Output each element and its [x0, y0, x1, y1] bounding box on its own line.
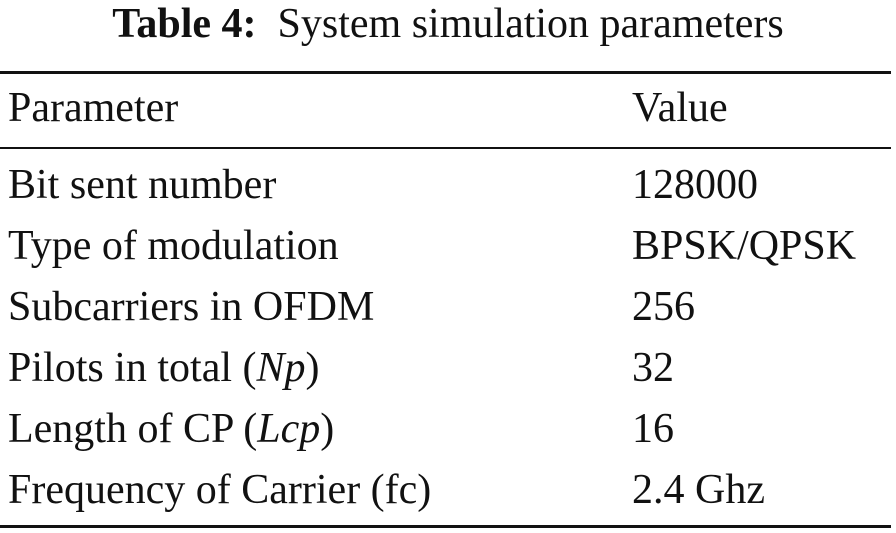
row-value: 16 [632, 406, 674, 452]
row-value: 2.4 Ghz [632, 467, 765, 513]
row-parameter: Pilots in total (Np) [8, 344, 320, 392]
row-parameter-symbol: Np [256, 345, 306, 391]
row-parameter: Subcarriers in OFDM [8, 284, 375, 330]
row-parameter: Type of modulation [8, 223, 339, 269]
row-parameter-suffix: ) [320, 406, 335, 452]
header-value: Value [632, 85, 728, 131]
row-parameter: Frequency of Carrier (fc) [8, 467, 432, 513]
table-caption: Table 4: System simulation parameters [0, 0, 896, 48]
header-parameter: Parameter [8, 85, 179, 131]
top-rule [0, 71, 891, 74]
row-value: 256 [632, 284, 695, 330]
row-parameter-suffix: ) [305, 345, 320, 391]
row-parameter-prefix: Length of CP ( [8, 406, 258, 452]
row-parameter: Bit sent number [8, 162, 277, 208]
row-value: 32 [632, 345, 674, 391]
row-parameter-symbol: Lcp [257, 406, 321, 452]
caption-title: System simulation parameters [277, 1, 784, 47]
caption-label: Table 4: [112, 1, 257, 47]
bottom-rule [0, 525, 891, 528]
header-rule [0, 147, 891, 149]
row-parameter: Length of CP (Lcp) [8, 405, 334, 453]
row-value: 128000 [632, 162, 758, 208]
row-value: BPSK/QPSK [632, 223, 857, 269]
row-parameter-prefix: Pilots in total ( [8, 345, 257, 391]
